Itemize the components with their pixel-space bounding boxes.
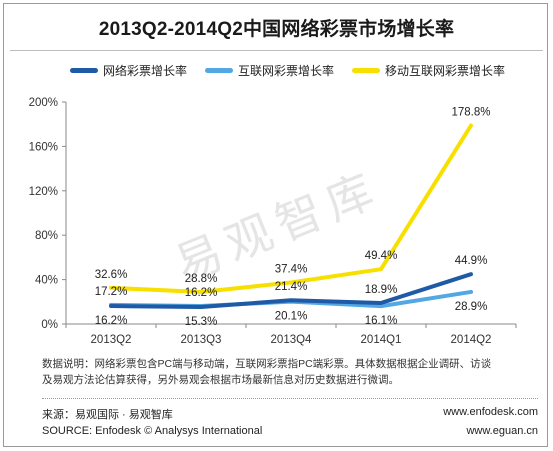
x-tick-label: 2013Q2 [91, 334, 132, 346]
data-label: 21.4% [275, 281, 308, 293]
data-label: 17.2% [95, 286, 128, 298]
data-label: 28.9% [455, 301, 488, 313]
y-tick-label: 0% [41, 319, 58, 331]
data-label: 18.9% [365, 284, 398, 296]
data-label: 28.8% [185, 273, 218, 285]
x-tick-label: 2014Q1 [361, 334, 402, 346]
data-notes: 数据说明：网络彩票包含PC端与移动端，互联网彩票指PC端彩票。具体数据根据企业调… [42, 356, 517, 388]
data-label: 16.1% [365, 315, 398, 327]
site-link-enfodesk[interactable]: www.enfodesk.com [443, 406, 538, 418]
chart-title: 2013Q2-2014Q2中国网络彩票市场增长率 [98, 19, 455, 40]
chart-legend: 网络彩票增长率 互联网彩票增长率 移动互联网彩票增长率 [70, 62, 523, 78]
footer-divider [42, 398, 538, 399]
legend-swatch-net [70, 67, 98, 73]
title-divider [10, 50, 543, 51]
source-en: SOURCE: Enfodesk © Analysys Internationa… [42, 425, 263, 437]
data-label: 32.6% [95, 269, 128, 281]
data-label: 44.9% [455, 255, 488, 267]
y-tick-label: 160% [29, 141, 58, 153]
source-cn: 来源：易观国际 · 易观智库 [42, 409, 173, 421]
legend-item-net: 网络彩票增长率 [70, 62, 187, 79]
legend-label-internet: 互联网彩票增长率 [238, 63, 335, 78]
chart-frame [3, 3, 548, 447]
notes-line-1: 数据说明：网络彩票包含PC端与移动端，互联网彩票指PC端彩票。具体数据根据企业调… [42, 358, 492, 370]
data-label: 20.1% [275, 311, 308, 323]
series-line-2 [109, 123, 473, 295]
y-tick-label: 200% [29, 97, 58, 109]
legend-item-internet: 互联网彩票增长率 [205, 62, 334, 79]
x-tick-label: 2013Q4 [271, 334, 313, 346]
y-tick-label: 80% [35, 230, 58, 242]
legend-swatch-mobile [352, 67, 381, 73]
data-label: 16.2% [95, 315, 128, 327]
data-label: 15.3% [185, 316, 218, 328]
legend-swatch-internet [205, 67, 234, 73]
data-label: 178.8% [451, 107, 490, 119]
notes-line-2: 及易观方法论估算获得，另外易观会根据市场最新信息对历史数据进行微调。 [42, 374, 399, 386]
y-tick-label: 40% [35, 275, 58, 287]
y-tick-label: 120% [29, 186, 58, 198]
data-label: 49.4% [365, 250, 398, 262]
site-link-eguan[interactable]: www.eguan.cn [466, 425, 538, 437]
series-line-0 [109, 272, 473, 310]
footer-row-1: 来源：易观国际 · 易观智库 www.enfodesk.com [42, 406, 538, 422]
x-tick-label: 2013Q3 [181, 334, 222, 346]
data-label: 16.2% [185, 287, 218, 299]
x-tick-label: 2014Q2 [451, 334, 492, 346]
legend-label-net: 网络彩票增长率 [103, 63, 188, 78]
footer-row-2: SOURCE: Enfodesk © Analysys Internationa… [42, 425, 538, 441]
data-label: 37.4% [275, 263, 308, 275]
legend-item-mobile: 移动互联网彩票增长率 [352, 62, 505, 79]
legend-label-mobile: 移动互联网彩票增长率 [385, 63, 506, 78]
